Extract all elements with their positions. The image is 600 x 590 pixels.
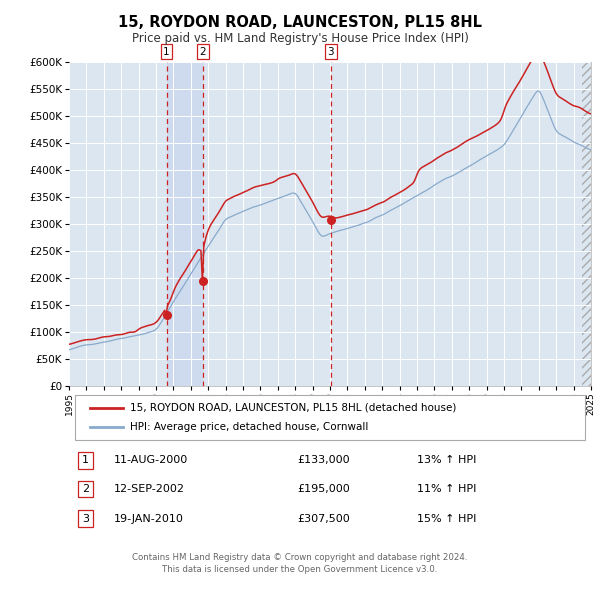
- Text: Price paid vs. HM Land Registry's House Price Index (HPI): Price paid vs. HM Land Registry's House …: [131, 32, 469, 45]
- Text: 3: 3: [328, 47, 334, 57]
- Bar: [582, 62, 591, 386]
- Text: 19-JAN-2010: 19-JAN-2010: [114, 514, 184, 524]
- Bar: [167, 62, 203, 386]
- Text: 11% ↑ HPI: 11% ↑ HPI: [417, 484, 476, 494]
- Text: 13% ↑ HPI: 13% ↑ HPI: [417, 455, 476, 466]
- Text: £307,500: £307,500: [297, 514, 350, 524]
- Bar: [582, 62, 591, 386]
- Text: 15, ROYDON ROAD, LAUNCESTON, PL15 8HL (detached house): 15, ROYDON ROAD, LAUNCESTON, PL15 8HL (d…: [130, 403, 457, 412]
- Text: 3: 3: [82, 514, 89, 524]
- Text: 2: 2: [200, 47, 206, 57]
- Text: 12-SEP-2002: 12-SEP-2002: [114, 484, 185, 494]
- Text: 11-AUG-2000: 11-AUG-2000: [114, 455, 188, 466]
- Text: £195,000: £195,000: [297, 484, 350, 494]
- Text: £133,000: £133,000: [297, 455, 350, 466]
- Text: 15, ROYDON ROAD, LAUNCESTON, PL15 8HL: 15, ROYDON ROAD, LAUNCESTON, PL15 8HL: [118, 15, 482, 30]
- Text: 15% ↑ HPI: 15% ↑ HPI: [417, 514, 476, 524]
- Text: HPI: Average price, detached house, Cornwall: HPI: Average price, detached house, Corn…: [130, 422, 368, 432]
- Text: Contains HM Land Registry data © Crown copyright and database right 2024.
This d: Contains HM Land Registry data © Crown c…: [132, 553, 468, 574]
- Text: 1: 1: [163, 47, 170, 57]
- Text: 1: 1: [82, 455, 89, 466]
- Text: 2: 2: [82, 484, 89, 494]
